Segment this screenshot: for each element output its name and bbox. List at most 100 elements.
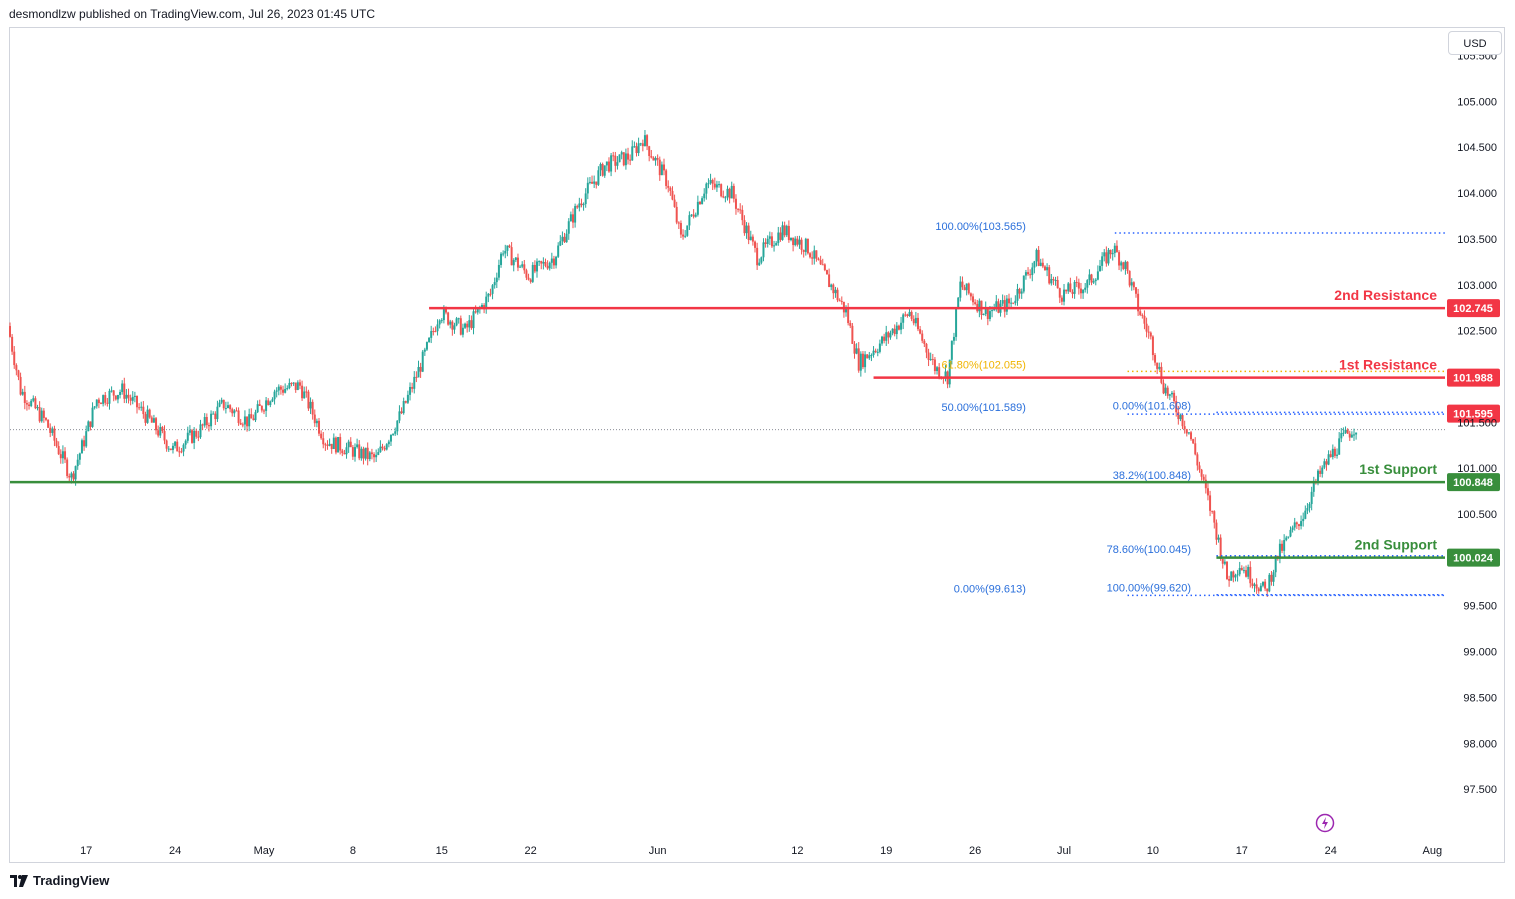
candle-body xyxy=(758,262,761,266)
candle-body xyxy=(1056,279,1059,289)
candle-body xyxy=(591,181,594,184)
candle xyxy=(919,325,922,335)
candle-body xyxy=(144,414,147,423)
candle xyxy=(311,399,314,420)
candle xyxy=(133,391,136,403)
candle-body xyxy=(1166,387,1169,396)
candle xyxy=(1113,243,1116,258)
candle-body xyxy=(569,214,572,222)
candle xyxy=(495,272,498,289)
candle xyxy=(891,328,894,336)
candle xyxy=(1054,276,1057,286)
candle-body xyxy=(356,444,359,448)
candle xyxy=(1060,295,1063,306)
currency-button[interactable]: USD xyxy=(1448,31,1502,55)
candle xyxy=(248,408,251,432)
candle xyxy=(1255,578,1258,594)
candle xyxy=(1247,564,1250,580)
candle-body xyxy=(1173,392,1176,402)
candle xyxy=(542,257,545,270)
candle-body xyxy=(686,225,689,236)
lightning-icon[interactable] xyxy=(1315,813,1335,833)
candle-body xyxy=(993,309,996,311)
candle-body xyxy=(1268,574,1271,592)
candle-body xyxy=(1143,315,1146,324)
candle xyxy=(362,446,365,465)
candle xyxy=(627,147,630,165)
candle xyxy=(421,349,424,373)
candle xyxy=(1082,289,1085,299)
candle xyxy=(360,446,363,461)
candle-body xyxy=(1253,584,1256,586)
candle xyxy=(1046,263,1049,277)
candle xyxy=(637,137,640,157)
candle-body xyxy=(648,146,651,157)
candle xyxy=(51,426,54,436)
candle-body xyxy=(1035,249,1038,262)
candle xyxy=(569,211,572,222)
candle xyxy=(1319,465,1322,478)
footer-brand[interactable]: TradingView xyxy=(10,873,109,888)
candle xyxy=(351,445,354,460)
candle xyxy=(451,320,454,336)
candle xyxy=(320,430,323,440)
candle-body xyxy=(1325,461,1328,465)
current-price-label: 101.595 xyxy=(1453,409,1493,421)
candle xyxy=(313,409,316,427)
candle-body xyxy=(432,331,435,333)
candle-body xyxy=(1297,524,1300,527)
candle-body xyxy=(1020,291,1023,294)
candle xyxy=(294,382,297,393)
candle-body xyxy=(1029,274,1032,276)
candle xyxy=(883,333,886,344)
candle xyxy=(1259,583,1262,592)
candle-body xyxy=(487,293,490,297)
candle xyxy=(1278,539,1281,564)
candle xyxy=(1164,383,1167,396)
candle xyxy=(1352,428,1355,441)
candle-body xyxy=(252,418,255,421)
candle xyxy=(976,299,979,313)
candle xyxy=(859,351,862,377)
candle xyxy=(66,457,69,479)
candle xyxy=(997,298,1000,314)
candle-body xyxy=(231,409,234,414)
candle xyxy=(307,389,310,411)
candle-body xyxy=(1107,249,1110,264)
candle xyxy=(1058,287,1061,304)
candle xyxy=(1027,267,1030,276)
candle-body xyxy=(652,157,655,161)
candle xyxy=(588,176,591,185)
candle xyxy=(663,158,666,176)
candle xyxy=(461,323,464,338)
candle-body xyxy=(362,448,365,459)
candle xyxy=(260,405,263,413)
candle xyxy=(455,316,458,327)
candle xyxy=(652,156,655,161)
candle-body xyxy=(1077,282,1080,289)
candle xyxy=(1052,276,1055,286)
candle-body xyxy=(684,235,687,237)
candle-body xyxy=(152,418,155,423)
candle xyxy=(1213,510,1216,529)
candle-body xyxy=(191,430,194,443)
candle-body xyxy=(1137,293,1140,312)
candle-body xyxy=(461,327,464,335)
candle xyxy=(491,284,494,300)
candle-body xyxy=(855,348,858,354)
candle-body xyxy=(1016,288,1019,301)
candle xyxy=(1118,250,1121,271)
candle xyxy=(1170,390,1173,398)
candle-body xyxy=(984,307,987,315)
candle xyxy=(246,416,249,432)
candle xyxy=(825,269,828,275)
candle-body xyxy=(188,430,191,433)
candle-body xyxy=(734,198,737,209)
published-caption: desmondlzw published on TradingView.com,… xyxy=(9,7,375,21)
candle xyxy=(1187,432,1190,435)
candle-body xyxy=(565,233,568,243)
candle xyxy=(214,411,217,425)
candle xyxy=(519,264,522,268)
candle xyxy=(798,235,801,249)
